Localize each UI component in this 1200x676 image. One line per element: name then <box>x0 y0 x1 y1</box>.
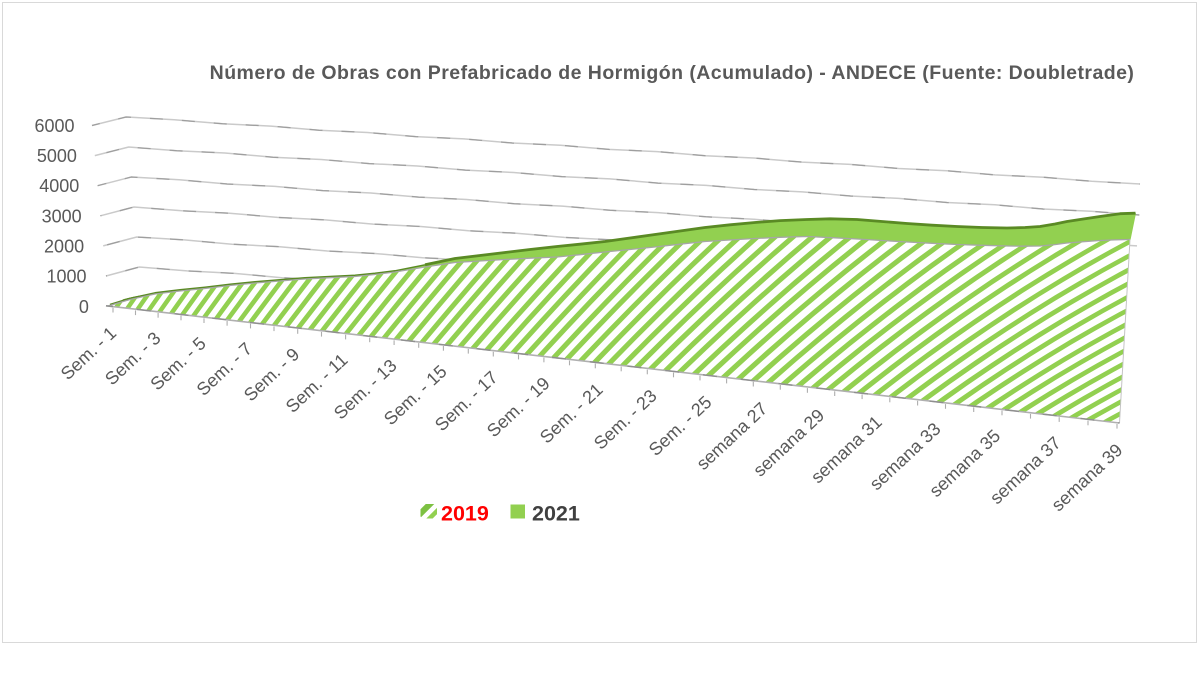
svg-text:2000: 2000 <box>44 237 84 257</box>
svg-text:2021: 2021 <box>532 502 580 526</box>
svg-text:3000: 3000 <box>42 206 82 226</box>
svg-text:6000: 6000 <box>34 116 74 136</box>
svg-text:4000: 4000 <box>39 176 79 196</box>
svg-text:0: 0 <box>79 297 89 317</box>
svg-text:1000: 1000 <box>46 267 86 287</box>
svg-text:Número de Obras con Prefabrica: Número de Obras con Prefabricado de Horm… <box>210 62 1135 84</box>
svg-text:2019: 2019 <box>441 502 489 526</box>
svg-text:5000: 5000 <box>37 146 77 166</box>
